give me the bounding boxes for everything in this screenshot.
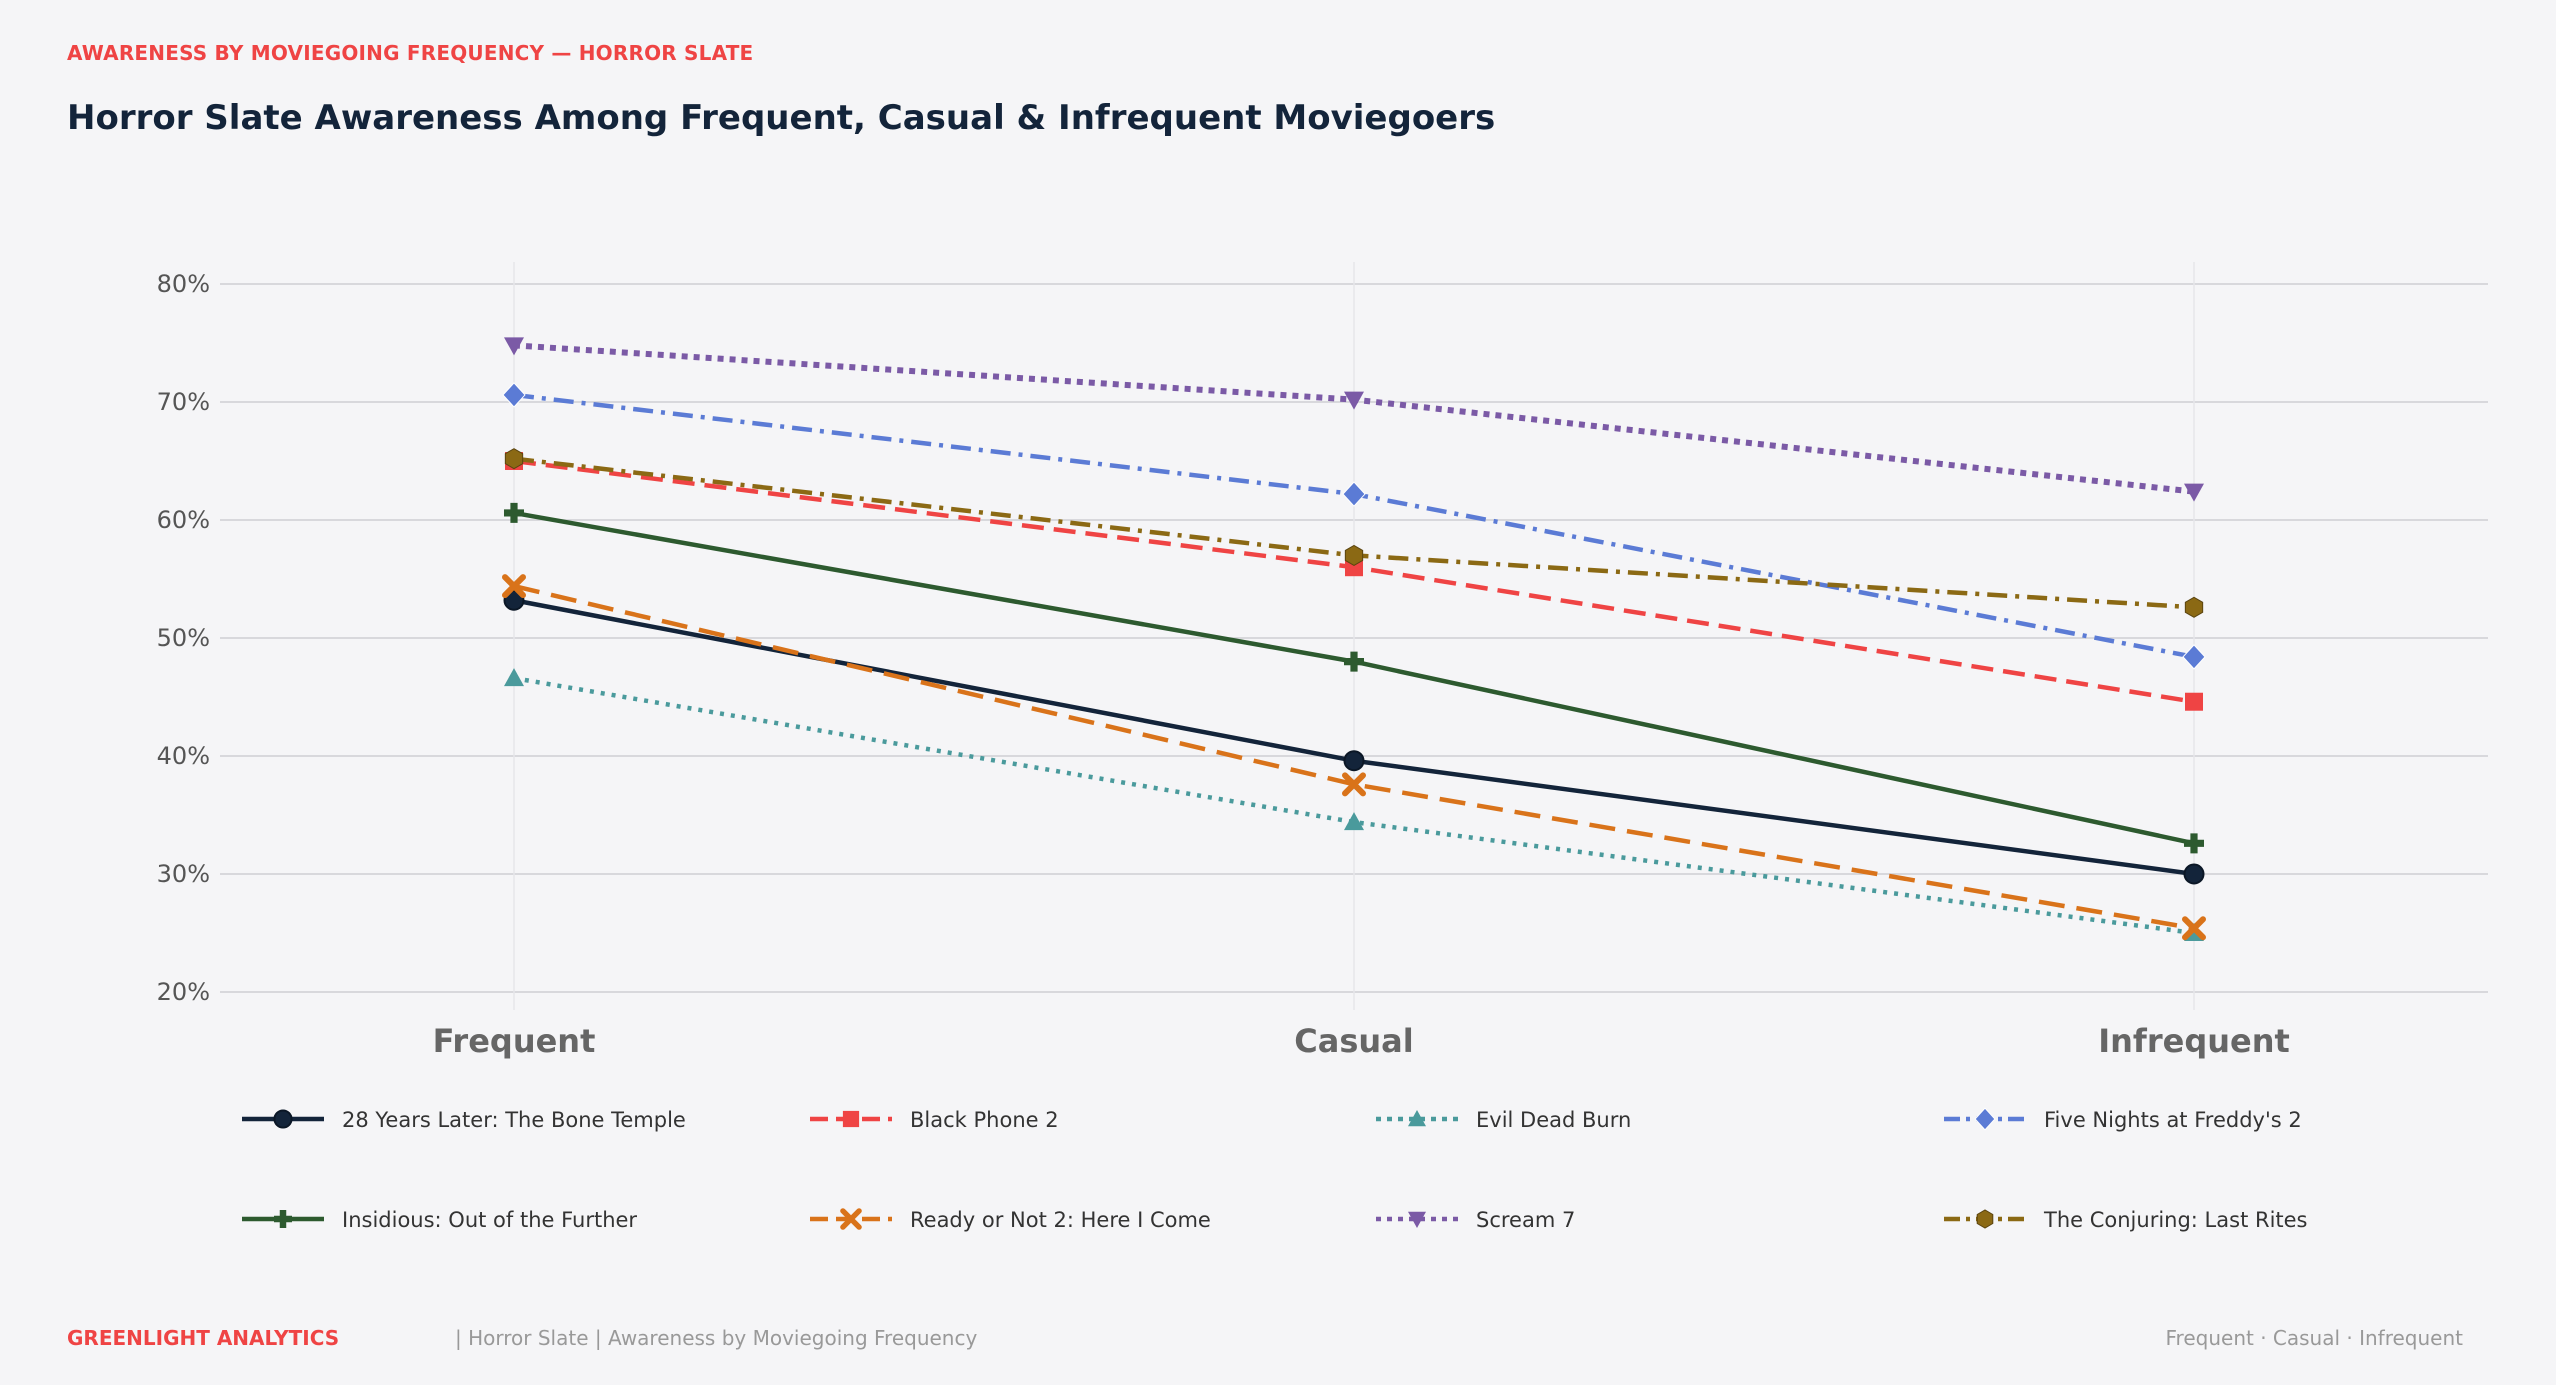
legend-swatch-marker <box>274 1210 293 1228</box>
legend-swatch-marker <box>842 1110 860 1128</box>
legend-label: Insidious: Out of the Further <box>342 1208 637 1232</box>
legend-swatch-marker <box>273 1109 293 1129</box>
x-tick-label: Frequent <box>433 1022 596 1060</box>
legend-item: Evil Dead Burn <box>1376 1108 1631 1132</box>
data-point <box>1344 544 1364 566</box>
legend-label: The Conjuring: Last Rites <box>2043 1208 2308 1232</box>
series-5 <box>502 574 2206 941</box>
legend-label: 28 Years Later: The Bone Temple <box>342 1108 686 1132</box>
x-tick-label: Casual <box>1294 1022 1413 1060</box>
y-tick-label: 40% <box>157 742 210 770</box>
footer-meta: | Horror Slate | Awareness by Moviegoing… <box>455 1326 978 1350</box>
data-point <box>1343 750 1365 772</box>
data-point <box>504 668 524 687</box>
data-point <box>1344 812 1364 831</box>
chart-kicker: AWARENESS BY MOVIEGOING FREQUENCY — HORR… <box>67 41 754 65</box>
data-point <box>504 337 524 356</box>
data-point <box>502 382 526 408</box>
data-point <box>2182 916 2206 941</box>
chart-canvas: 20% 30% 40% 50% 60% 70% 80% Frequent Casual Infre… <box>157 262 2488 1232</box>
y-tick-label: 60% <box>157 506 210 534</box>
data-point <box>2184 483 2204 502</box>
legend: 28 Years Later: The Bone Temple Black Pho… <box>242 1107 2308 1232</box>
chart-title: Horror Slate Awareness Among Frequent, C… <box>67 98 1496 138</box>
legend-label: Black Phone 2 <box>910 1108 1059 1132</box>
y-tick-label: 50% <box>157 624 210 652</box>
legend-label: Ready or Not 2: Here I Come <box>910 1208 1211 1232</box>
series-3 <box>502 382 2206 670</box>
data-point <box>2183 863 2205 885</box>
legend-label: Five Nights at Freddy's 2 <box>2044 1108 2302 1132</box>
axes: 20% 30% 40% 50% 60% 70% 80% Frequent Casual Infre… <box>157 270 2290 1060</box>
legend-item: Insidious: Out of the Further <box>242 1208 637 1232</box>
legend-swatch-marker <box>1408 1211 1426 1228</box>
legend-swatch-marker <box>840 1208 862 1230</box>
grid <box>220 262 2488 1010</box>
y-tick-label: 70% <box>157 388 210 416</box>
series-4 <box>503 502 2204 854</box>
y-tick-label: 20% <box>157 978 210 1006</box>
data-point <box>2185 692 2203 711</box>
legend-item: The Conjuring: Last Rites <box>1944 1208 2308 1232</box>
legend-item: Five Nights at Freddy's 2 <box>1944 1107 2302 1132</box>
series-line <box>513 583 2195 931</box>
footer-categories: Frequent · Casual · Infrequent <box>2165 1326 2464 1350</box>
data-point <box>1342 481 1366 507</box>
data-point <box>503 502 524 523</box>
data-point <box>1342 772 1366 797</box>
legend-item: Scream 7 <box>1376 1208 1575 1232</box>
series-6 <box>504 337 2204 502</box>
legend-swatch-marker <box>1974 1107 1996 1131</box>
legend-item: Black Phone 2 <box>810 1108 1059 1132</box>
legend-label: Scream 7 <box>1476 1208 1575 1232</box>
y-tick-label: 30% <box>157 860 210 888</box>
data-point <box>503 589 525 611</box>
footer-brand: GREENLIGHT ANALYTICS <box>67 1326 340 1350</box>
legend-label: Evil Dead Burn <box>1476 1108 1631 1132</box>
data-point <box>1344 391 1364 410</box>
legend-item: 28 Years Later: The Bone Temple <box>242 1108 686 1132</box>
legend-swatch-marker <box>1976 1209 1994 1229</box>
x-tick-label: Infrequent <box>2098 1022 2290 1060</box>
data-point <box>2182 644 2206 670</box>
y-tick-label: 80% <box>157 270 210 298</box>
data-point <box>504 448 524 470</box>
data-point <box>2184 833 2204 854</box>
series <box>502 337 2206 941</box>
data-point <box>1344 651 1364 672</box>
data-point <box>2184 596 2204 618</box>
series-7 <box>504 448 2204 618</box>
data-point <box>502 574 526 599</box>
legend-item: Ready or Not 2: Here I Come <box>810 1208 1211 1232</box>
legend-swatch-marker <box>1408 1110 1426 1127</box>
